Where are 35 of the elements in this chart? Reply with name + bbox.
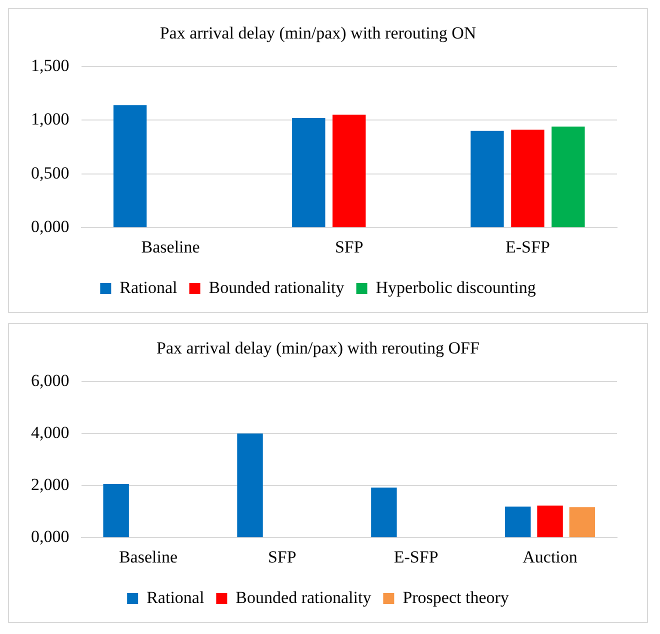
legend-label: Bounded rationality [236, 588, 372, 607]
x-tick-label: Auction [522, 547, 578, 566]
bar [371, 488, 397, 538]
y-tick-label: 0,000 [31, 527, 70, 546]
legend-label: Rational [146, 588, 204, 607]
legend-label: Rational [120, 278, 178, 297]
legend-label: Hyperbolic discounting [376, 278, 536, 297]
legend-label: Bounded rationality [208, 278, 345, 297]
y-tick-label: 0,500 [31, 163, 70, 182]
bar [103, 484, 129, 538]
x-tick-label: Baseline [118, 547, 178, 566]
bar [113, 105, 147, 228]
x-tick-label: SFP [268, 547, 296, 566]
bar [537, 506, 563, 538]
y-tick-label: 0,000 [31, 217, 70, 236]
y-tick-label: 1,500 [31, 56, 70, 75]
bar [552, 126, 585, 228]
bar [470, 130, 504, 228]
x-tick-label: E-SFP [394, 547, 438, 566]
bar [505, 506, 531, 538]
chart-title: Pax arrival delay (min/pax) with rerouting OFF [156, 338, 480, 358]
bar [569, 507, 596, 538]
bar [511, 130, 544, 228]
bar [332, 114, 366, 228]
x-tick-label: SFP [334, 237, 364, 256]
legend-label: Prospect theory [402, 588, 510, 607]
y-tick-label: 4,000 [31, 422, 70, 442]
y-tick-label: 2,000 [31, 475, 70, 494]
chart-title: Pax arrival delay (min/pax) with rerouting ON [160, 24, 476, 43]
x-tick-label: Baseline [141, 237, 200, 256]
bar [292, 118, 326, 228]
bar [237, 433, 263, 538]
y-tick-label: 6,000 [31, 370, 70, 390]
x-tick-label: E-SFP [505, 237, 550, 256]
y-tick-label: 1,000 [31, 110, 70, 129]
